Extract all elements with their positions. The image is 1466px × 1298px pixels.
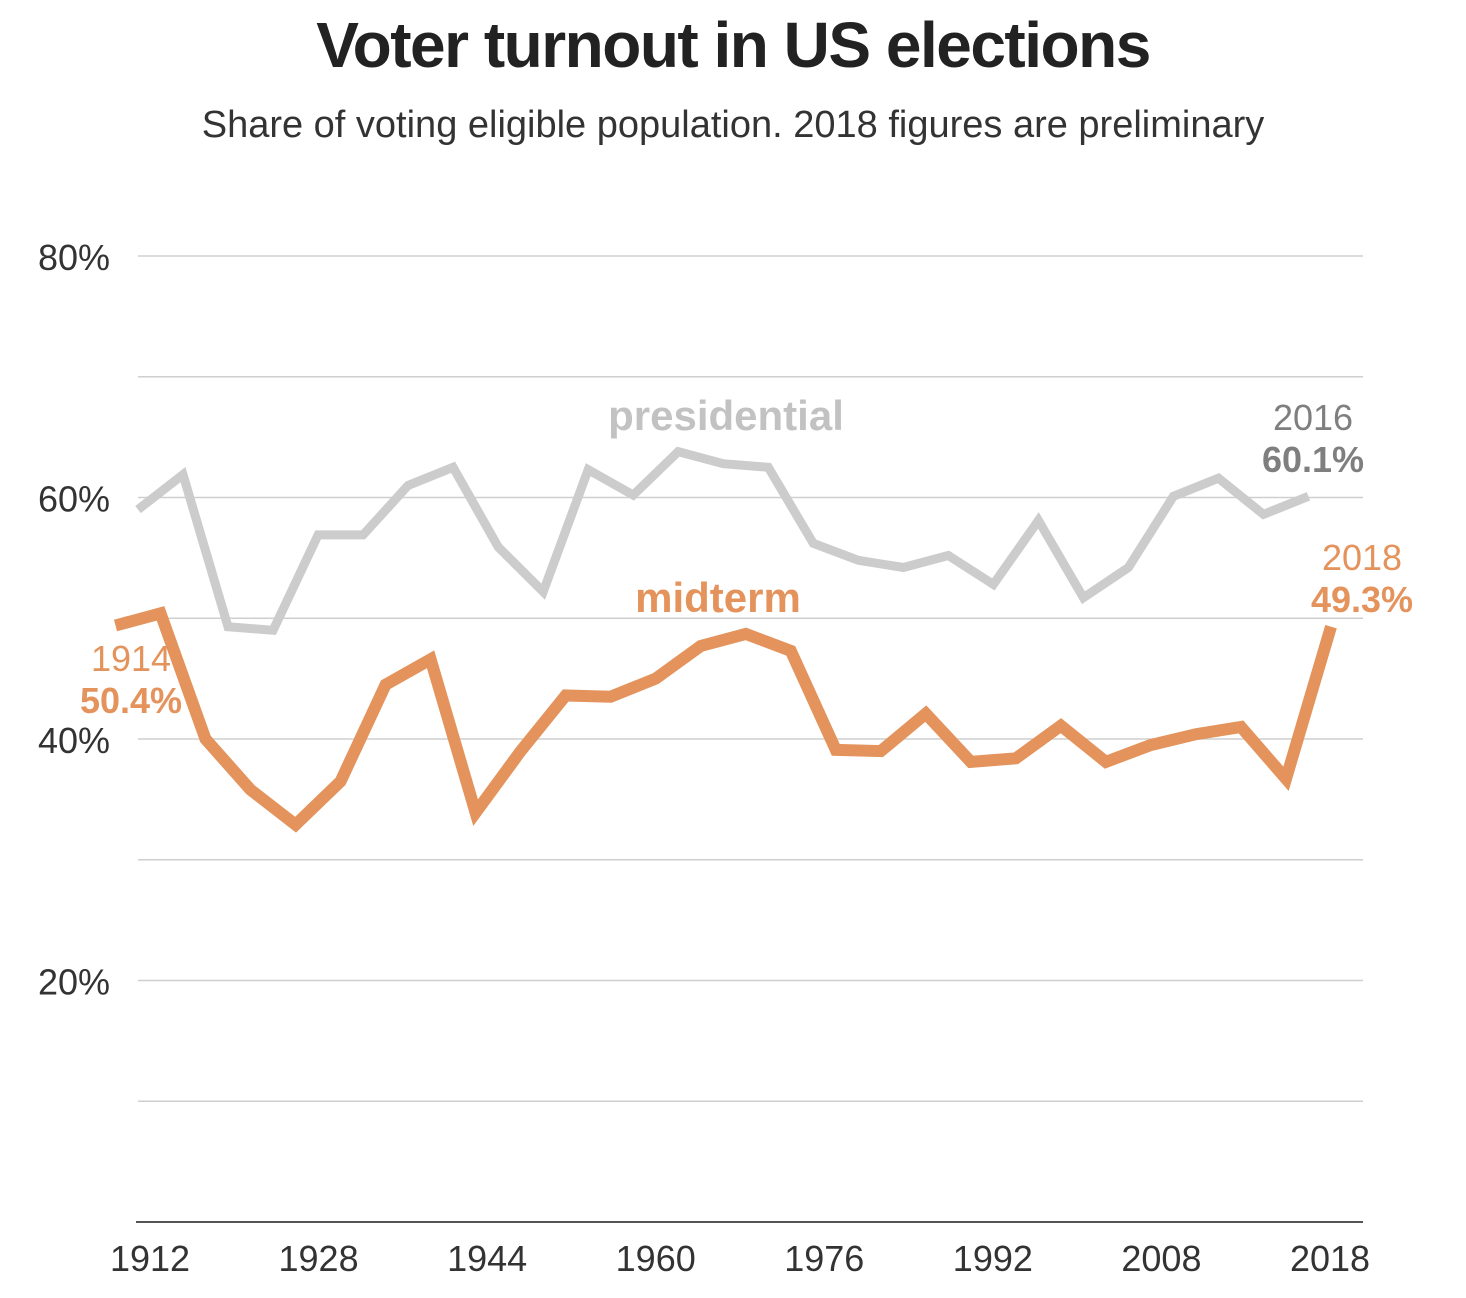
y-tick-label: 80% xyxy=(38,237,110,278)
x-tick-label: 1976 xyxy=(784,1238,864,1279)
label-midterm: midterm xyxy=(635,574,801,621)
label-presidential: presidential xyxy=(608,392,844,439)
x-axis-tick-labels: 1912 1928 1944 1960 1976 1992 2008 2018 xyxy=(110,1238,1370,1279)
x-tick-label: 1960 xyxy=(616,1238,696,1279)
label-midterm-end-year: 2018 xyxy=(1322,537,1402,578)
label-presidential-end-value: 60.1% xyxy=(1262,439,1364,480)
x-tick-label: 1944 xyxy=(447,1238,527,1279)
y-tick-label: 60% xyxy=(38,479,110,520)
label-midterm-start-year: 1914 xyxy=(91,638,171,679)
y-axis-tick-labels: 20% 40% 60% 80% xyxy=(38,237,110,1003)
y-tick-label: 20% xyxy=(38,962,110,1003)
y-tick-label: 40% xyxy=(38,720,110,761)
series-lines xyxy=(113,446,1337,833)
x-tick-label: 2018 xyxy=(1290,1238,1370,1279)
x-tick-label: 2008 xyxy=(1121,1238,1201,1279)
x-tick-label: 1928 xyxy=(279,1238,359,1279)
x-tick-label: 1912 xyxy=(110,1238,190,1279)
label-midterm-end-value: 49.3% xyxy=(1311,579,1413,620)
series-line-midterm xyxy=(113,606,1337,833)
label-presidential-end-year: 2016 xyxy=(1273,397,1353,438)
x-tick-label: 1992 xyxy=(953,1238,1033,1279)
chart-title: Voter turnout in US elections xyxy=(316,9,1151,81)
series-line-presidential xyxy=(135,446,1311,636)
chart-subtitle: Share of voting eligible population. 201… xyxy=(201,104,1265,146)
label-midterm-start-value: 50.4% xyxy=(80,680,182,721)
